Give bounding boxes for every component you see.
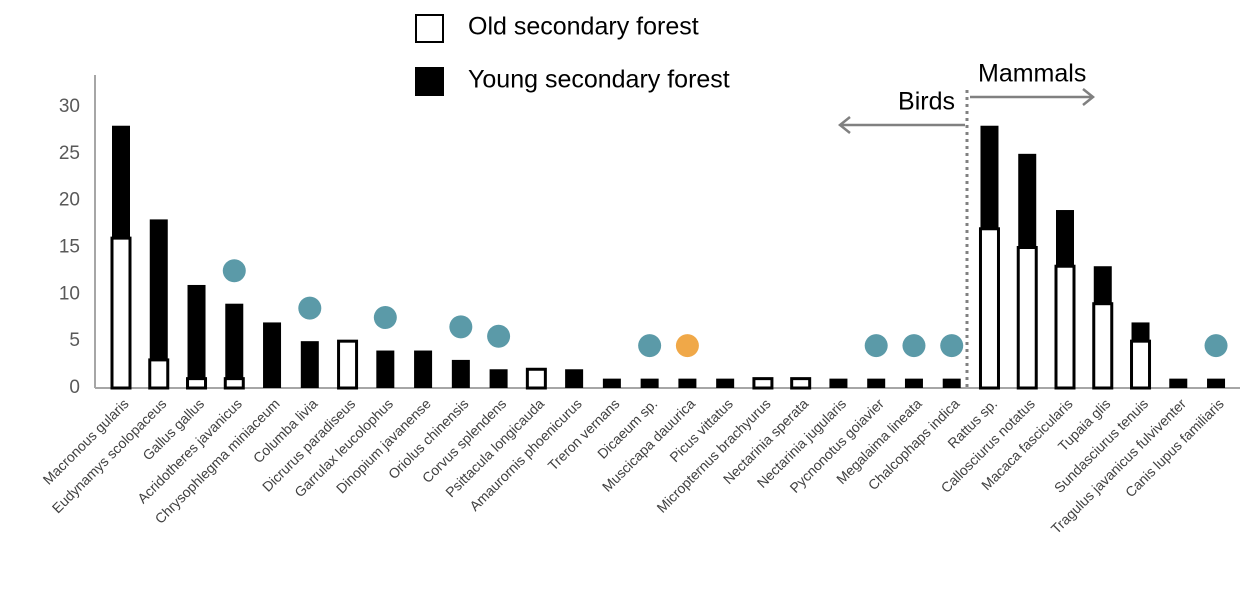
marker-dot — [487, 324, 511, 348]
bar-segment — [112, 125, 130, 239]
marker-dot — [675, 334, 699, 358]
bar-segment — [829, 378, 848, 388]
bar-segment — [790, 377, 812, 390]
birds-arrow — [837, 116, 965, 134]
bar-segment — [602, 378, 621, 388]
marker-dot — [864, 334, 888, 358]
marker-dot — [222, 259, 246, 283]
marker-dot — [902, 334, 926, 358]
bar-segment — [300, 341, 319, 388]
bar-segment — [1018, 153, 1037, 248]
bar-segment — [752, 377, 774, 390]
bar-segment — [525, 367, 547, 390]
legend-label: Young secondary forest — [468, 66, 730, 94]
bar-segment — [978, 227, 1000, 390]
annotation: Birds — [898, 88, 955, 116]
bar-segment — [223, 377, 245, 390]
bar-segment — [489, 369, 508, 388]
marker-dot — [940, 334, 964, 358]
bar-segment — [980, 125, 999, 229]
bar-segment — [678, 378, 697, 388]
bar-segment — [149, 219, 168, 360]
bar-segment — [565, 369, 584, 388]
bar-segment — [640, 378, 659, 388]
bar-segment — [1054, 264, 1076, 390]
y-tick-label: 0 — [69, 377, 80, 398]
y-tick-label: 5 — [69, 330, 80, 351]
bar-segment — [867, 378, 886, 388]
marker-dot — [298, 296, 322, 320]
legend-label: Old secondary forest — [468, 13, 699, 41]
y-tick-label: 30 — [59, 96, 80, 117]
bar-segment — [1093, 266, 1112, 304]
bar-segment — [1056, 210, 1074, 267]
marker-dot — [1204, 334, 1228, 358]
marker-dot — [638, 334, 662, 358]
bar-segment — [1092, 302, 1114, 390]
bar-segment — [1169, 378, 1188, 388]
y-tick-label: 20 — [59, 190, 80, 211]
y-tick-label: 25 — [59, 143, 80, 164]
legend-swatch — [415, 14, 444, 43]
bar-segment — [451, 359, 470, 388]
marker-dot — [373, 306, 397, 330]
y-tick-label: 10 — [59, 283, 80, 304]
bar-segment — [263, 322, 282, 388]
bar-segment — [376, 350, 395, 388]
mammals-arrow — [970, 88, 1096, 106]
marker-dot — [449, 315, 473, 339]
bar-segment — [904, 378, 923, 388]
bar-segment — [942, 378, 961, 388]
legend-swatch — [415, 67, 444, 96]
bar-segment — [337, 339, 359, 390]
bar-segment — [414, 350, 433, 388]
bar-segment — [186, 377, 208, 390]
bar-segment — [225, 303, 244, 379]
bar-segment — [1207, 378, 1226, 388]
bar-segment — [1131, 322, 1150, 342]
bar-segment — [110, 236, 132, 390]
bar-segment — [187, 284, 206, 379]
y-tick-label: 15 — [59, 237, 80, 258]
bar-segment — [1130, 339, 1152, 390]
bar-segment — [1016, 246, 1038, 390]
bar-segment — [148, 358, 170, 390]
bar-segment — [716, 378, 735, 388]
annotation: Mammals — [978, 60, 1086, 88]
